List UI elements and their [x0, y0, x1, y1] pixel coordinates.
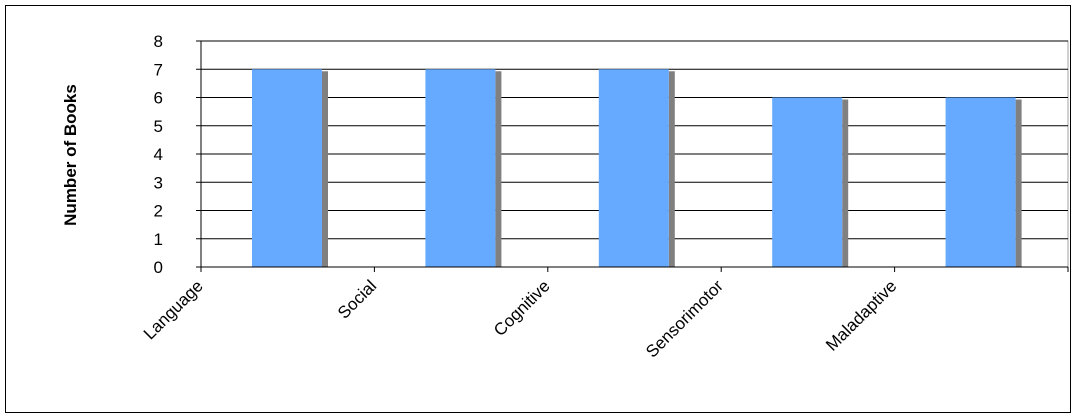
y-tick-label: 8 [154, 32, 163, 51]
x-tick-label: Cognitive [490, 276, 554, 340]
y-tick-labels: 0 1 2 3 4 5 6 7 8 [154, 32, 163, 277]
y-tick-label: 7 [154, 60, 163, 79]
y-tick-label: 6 [154, 89, 163, 108]
bar [252, 69, 322, 267]
bar-shadow [1015, 99, 1022, 267]
y-tick-label: 1 [154, 230, 163, 249]
bar [945, 97, 1016, 267]
bar-shadow [842, 99, 849, 267]
y-tick-label: 3 [154, 173, 163, 192]
bar-shadow [495, 71, 502, 267]
y-tick-label: 0 [154, 258, 163, 277]
y-tick-label: 4 [154, 145, 163, 164]
x-tick-labels: Language Social Cognitive Sensorimotor Malad… [140, 276, 901, 361]
y-tick-label: 5 [154, 117, 163, 136]
x-tick-label: Social [334, 276, 380, 322]
x-tick-label: Language [140, 276, 207, 343]
bar-shadow [668, 71, 675, 267]
x-tick-label: Maladaptive [822, 276, 900, 354]
bars [252, 69, 1022, 267]
bar [598, 69, 669, 267]
y-tick-label: 2 [154, 202, 163, 221]
bar [772, 97, 843, 267]
bar-shadow [322, 71, 328, 267]
bar [425, 69, 496, 267]
y-axis-label: Number of Books [61, 84, 80, 226]
x-tick-label: Sensorimotor [642, 276, 727, 361]
axes [196, 40, 1069, 272]
